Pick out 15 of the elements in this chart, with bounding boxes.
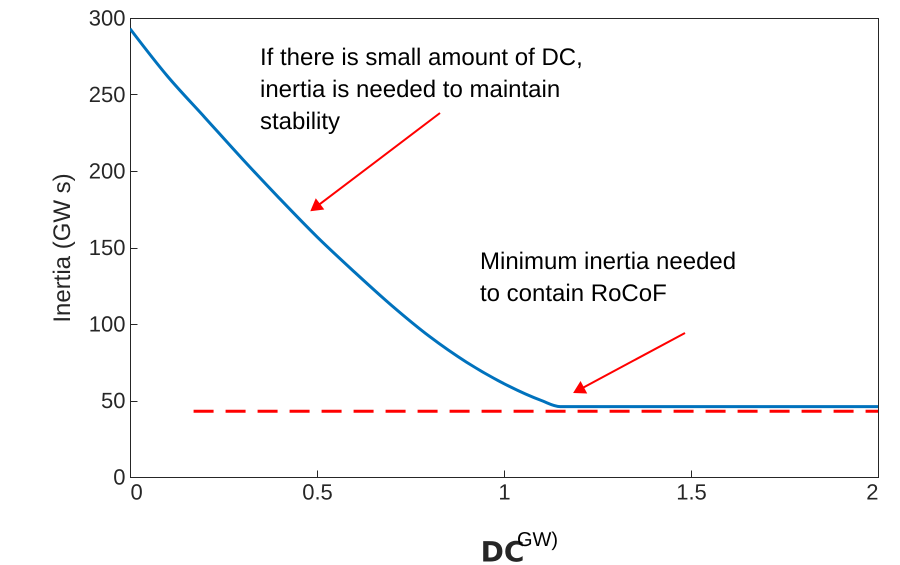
y-tick-label: 150 — [88, 235, 126, 260]
y-tick-label: 200 — [88, 158, 126, 184]
y-tick-label: 100 — [88, 312, 126, 336]
x-tick-label: 0 — [130, 480, 143, 504]
y-axis-title: Inertia (GW s) — [48, 173, 76, 323]
annotation: If there is small amount of DC, inertia is needed to maintain stability — [260, 44, 583, 135]
line-series — [130, 27, 878, 408]
x-tick-label: 1.5 — [676, 480, 707, 504]
x-tick-label: 1 — [498, 480, 511, 504]
y-tick-label: 300 — [88, 6, 126, 30]
x-tick-label: 2 — [866, 480, 878, 504]
x-tick-label: 0.5 — [302, 480, 333, 504]
y-tick-label: 50 — [101, 388, 126, 413]
annotation: Minimum inertia needed to contain RoCoF — [480, 248, 736, 307]
y-tick-label: 250 — [88, 82, 126, 107]
